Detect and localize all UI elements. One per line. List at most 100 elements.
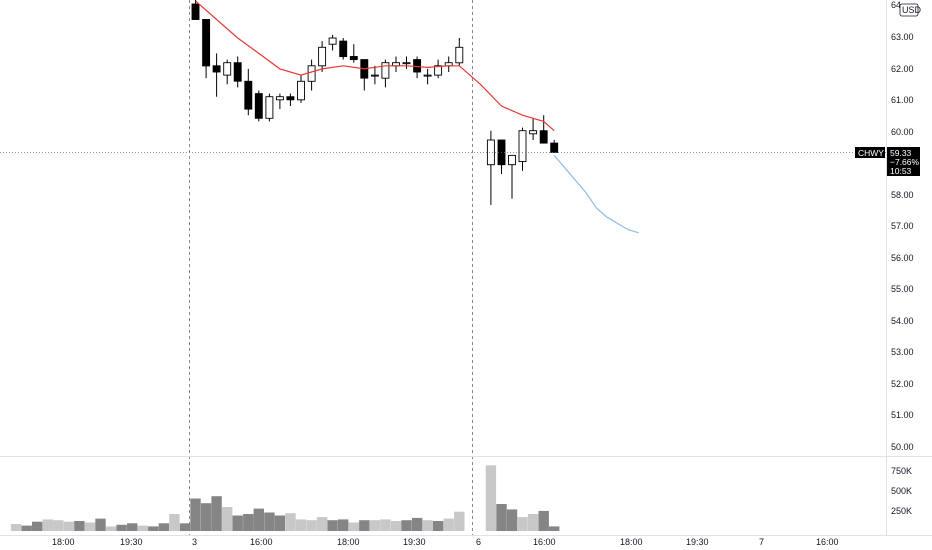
candle-body	[191, 3, 200, 20]
candle	[434, 59, 443, 79]
candle-body	[275, 96, 284, 101]
candle-body	[550, 142, 559, 153]
candle-body	[370, 74, 379, 77]
volume-bar	[527, 514, 539, 531]
candle-body	[318, 46, 327, 67]
moving-average-line	[195, 0, 555, 132]
candle	[297, 75, 305, 103]
volume-bar	[327, 520, 338, 531]
candle	[286, 93, 295, 106]
volume-bar	[148, 526, 159, 531]
candle	[539, 115, 548, 144]
volume-bar	[359, 520, 370, 531]
candle-body	[423, 74, 432, 77]
price-tick: 55.00	[891, 284, 914, 294]
candle	[233, 56, 242, 88]
time-tick: 18:00	[337, 537, 360, 547]
candle-body	[434, 65, 443, 76]
candle	[486, 130, 495, 205]
volume-bar	[127, 523, 138, 531]
volume-bar	[369, 520, 381, 531]
candle-body	[297, 80, 305, 101]
volume-tick: 250K	[891, 506, 912, 516]
candle-body	[244, 80, 253, 110]
candle-body	[328, 37, 337, 45]
candle	[455, 38, 464, 66]
volume-bar	[338, 519, 349, 531]
candle	[370, 65, 379, 85]
volume-bar	[506, 509, 518, 531]
candle-body	[455, 46, 464, 64]
volume-bar	[169, 514, 180, 531]
candle-body	[413, 59, 422, 73]
volume-bar	[538, 510, 549, 531]
volume-bar	[316, 517, 328, 531]
volume-bar	[443, 518, 454, 531]
volume-bar	[306, 520, 317, 531]
volume-bar	[116, 524, 127, 531]
ticker-label: CHWY	[858, 148, 884, 158]
price-tick: 60.00	[891, 127, 914, 137]
time-axis[interactable]: 18:00 19:30 3 16:00 18:00 19:30 6 16:00 …	[52, 537, 839, 547]
volume-bar	[390, 521, 402, 531]
volume-bar	[74, 521, 85, 531]
candle	[550, 140, 559, 153]
candle-body	[339, 40, 348, 58]
time-tick: 18:00	[620, 537, 643, 547]
volume-bar	[63, 521, 75, 531]
last-price: 59.33	[890, 148, 912, 158]
volume-bar	[190, 498, 201, 531]
volume-bar	[401, 520, 412, 531]
currency-badge[interactable]	[899, 3, 919, 17]
volume-bar	[95, 518, 106, 531]
volume-bar	[53, 520, 64, 531]
time-tick: 6	[476, 537, 481, 547]
candlesticks	[191, 0, 559, 205]
volume-bar	[422, 520, 433, 531]
volume-bar	[10, 524, 22, 531]
candle-body	[381, 62, 390, 79]
price-tick: 56.00	[891, 253, 914, 263]
candle-body	[529, 130, 538, 135]
time-tick: 16:00	[533, 537, 556, 547]
price-tick: 51.00	[891, 410, 914, 420]
price-axis[interactable]: 64 63.00 62.00 61.00 60.00 58.00 57.00 5…	[891, 0, 914, 452]
volume-bar	[348, 522, 359, 531]
candle	[275, 93, 284, 110]
candle	[212, 53, 221, 97]
volume-bar	[380, 519, 391, 531]
candle	[349, 44, 358, 63]
time-tick: 19:30	[686, 537, 709, 547]
volume-axis[interactable]: 750K 500K 250K	[891, 466, 912, 516]
time-tick: 3	[192, 537, 197, 547]
volume-bar	[105, 526, 117, 531]
candle-body	[254, 93, 263, 119]
candle-body	[539, 130, 548, 144]
candle-body	[265, 96, 274, 119]
candle	[223, 59, 232, 85]
volume-bar	[295, 519, 307, 531]
volume-bar	[211, 496, 222, 531]
time-tick: 16:00	[250, 537, 273, 547]
candle	[191, 0, 200, 20]
candle	[508, 154, 516, 199]
volume-bar	[432, 521, 444, 531]
candle-body	[212, 65, 221, 73]
volume-bar	[485, 465, 497, 531]
volume-bar	[42, 519, 53, 531]
volume-bar	[158, 523, 170, 531]
volume-tick: 500K	[891, 486, 912, 496]
time-tick: 19:30	[120, 537, 143, 547]
candle-body	[486, 139, 495, 166]
volume-bar	[285, 513, 296, 531]
currency-label: USD	[902, 5, 922, 15]
volume-bar	[32, 521, 43, 531]
price-tick: 54.00	[891, 316, 914, 326]
volume-bar	[549, 526, 560, 531]
candle-body	[202, 19, 211, 67]
price-tick: 63.00	[891, 32, 914, 42]
volume-bars	[10, 465, 560, 531]
change-percent: −7.66%	[890, 157, 920, 167]
